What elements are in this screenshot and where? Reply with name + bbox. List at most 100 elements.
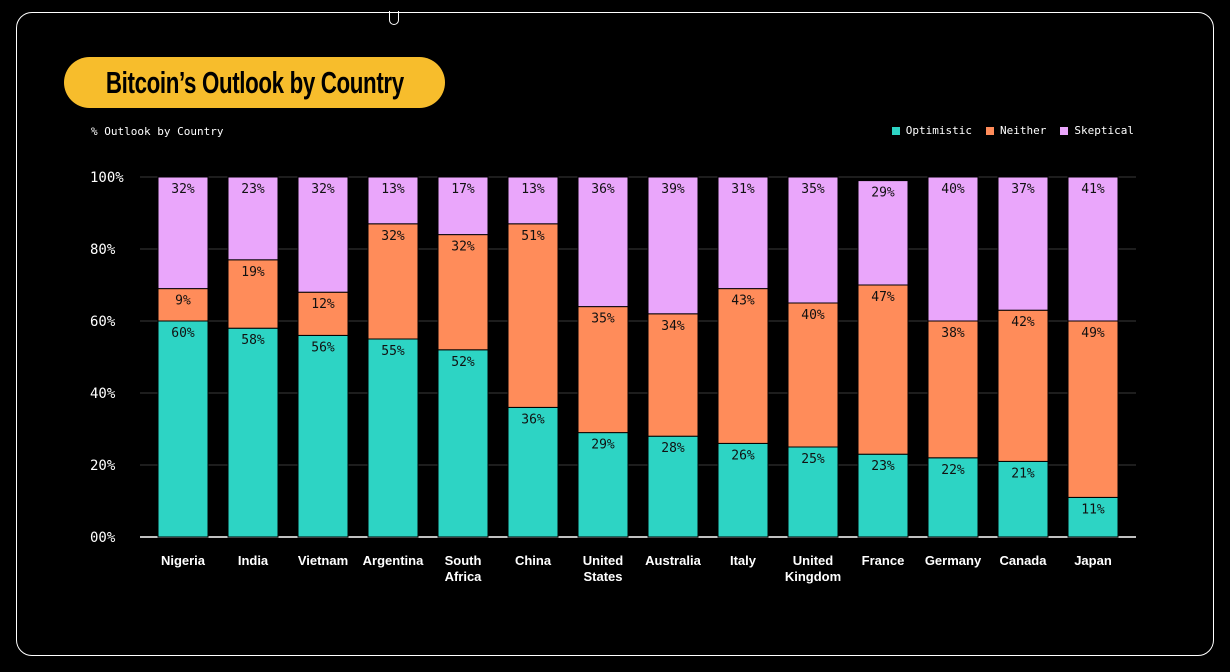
data-label-optimistic: 56% (311, 340, 335, 355)
data-label-skeptical: 35% (801, 182, 825, 197)
bar-segment-skeptical (717, 176, 769, 290)
data-label-optimistic: 23% (871, 459, 895, 474)
x-tick-label: Argentina (363, 553, 424, 568)
data-label-neither: 47% (871, 290, 895, 305)
bar-segment-skeptical (1067, 176, 1119, 322)
x-tick-label: Vietnam (298, 553, 348, 568)
data-label-neither: 43% (731, 294, 755, 309)
bar-segment-neither (787, 302, 839, 448)
bar-segment-neither (227, 259, 279, 329)
chart-legend: Optimistic Neither Skeptical (891, 124, 1134, 137)
bar-segment-skeptical (437, 176, 489, 236)
data-label-skeptical: 40% (941, 182, 965, 197)
y-tick-label: 100% (90, 170, 124, 186)
bar-segment-neither (367, 223, 419, 340)
legend-swatch-neither (986, 126, 995, 135)
bar-segment-neither (297, 291, 349, 336)
data-label-neither: 32% (381, 229, 405, 244)
legend-swatch-skeptical (1060, 126, 1069, 135)
chart-title: Bitcoin’s Outlook by Country (105, 64, 404, 100)
x-tick-label: China (515, 553, 552, 568)
data-label-optimistic: 26% (731, 448, 755, 463)
bar-segment-skeptical (857, 180, 909, 286)
data-label-neither: 42% (1011, 315, 1035, 330)
y-tick-label: 60% (90, 314, 116, 330)
y-tick-label: 40% (90, 386, 116, 402)
data-label-optimistic: 60% (171, 326, 195, 341)
data-label-neither: 12% (311, 297, 335, 312)
bar-segment-neither (507, 223, 559, 408)
data-label-optimistic: 21% (1011, 466, 1035, 481)
legend-item-neither: Neither (986, 124, 1046, 137)
legend-label-skeptical: Skeptical (1074, 124, 1134, 137)
data-label-optimistic: 58% (241, 333, 265, 348)
data-label-optimistic: 28% (661, 441, 685, 456)
data-label-skeptical: 37% (1011, 182, 1035, 197)
legend-label-neither: Neither (1000, 124, 1047, 137)
bar-segment-optimistic (157, 320, 209, 538)
x-tick-label: India (238, 553, 269, 568)
data-label-neither: 35% (591, 312, 615, 327)
data-label-skeptical: 41% (1081, 182, 1105, 197)
data-label-optimistic: 36% (521, 412, 545, 427)
x-tick-label: Italy (730, 553, 757, 568)
data-label-skeptical: 36% (591, 182, 615, 197)
data-label-optimistic: 25% (801, 452, 825, 467)
data-label-skeptical: 13% (381, 182, 405, 197)
data-label-skeptical: 13% (521, 182, 545, 197)
data-label-optimistic: 22% (941, 463, 965, 478)
x-tick-label: Australia (645, 553, 701, 568)
bar-segment-neither (647, 313, 699, 437)
data-label-neither: 19% (241, 265, 265, 280)
x-tick-label: France (862, 553, 905, 568)
legend-item-optimistic: Optimistic (891, 124, 973, 137)
data-label-optimistic: 11% (1081, 502, 1105, 517)
legend-label-optimistic: Optimistic (905, 124, 973, 137)
data-label-skeptical: 32% (311, 182, 335, 197)
card-notch (389, 11, 399, 25)
bar-segment-optimistic (297, 334, 349, 538)
bar-segment-optimistic (507, 406, 559, 538)
bar-segment-neither (717, 288, 769, 444)
data-label-skeptical: 23% (241, 182, 265, 197)
bar-segment-neither (1067, 320, 1119, 498)
bar-segment-skeptical (997, 176, 1049, 311)
x-tick-label: Germany (925, 553, 982, 568)
legend-swatch-optimistic (891, 126, 900, 135)
data-label-optimistic: 52% (451, 355, 475, 370)
bar-segment-skeptical (507, 176, 559, 225)
chart-subtitle: % Outlook by Country (91, 125, 224, 138)
x-tick-label: Japan (1074, 553, 1112, 568)
data-label-optimistic: 55% (381, 344, 405, 359)
bar-segment-skeptical (787, 176, 839, 304)
bar-segment-neither (927, 320, 979, 459)
bar-segment-optimistic (717, 442, 769, 538)
bar-segment-optimistic (577, 432, 629, 538)
data-label-neither: 51% (521, 229, 545, 244)
y-tick-label: 80% (90, 242, 116, 258)
bar-segment-skeptical (227, 176, 279, 261)
x-tick-label: Nigeria (161, 553, 206, 568)
data-label-neither: 38% (941, 326, 965, 341)
bar-segment-optimistic (997, 460, 1049, 538)
bar-segment-skeptical (297, 176, 349, 293)
bar-segment-optimistic (227, 327, 279, 538)
bar-segment-optimistic (437, 349, 489, 538)
chart-title-badge: Bitcoin’s Outlook by Country (64, 57, 445, 108)
data-label-neither: 32% (451, 240, 475, 255)
y-tick-label: 00% (90, 530, 116, 546)
data-label-neither: 40% (801, 308, 825, 323)
data-label-skeptical: 17% (451, 182, 475, 197)
bar-segment-skeptical (367, 176, 419, 225)
bar-segment-skeptical (647, 176, 699, 315)
data-label-neither: 34% (661, 319, 685, 334)
bar-segment-neither (437, 234, 489, 351)
bar-segment-optimistic (927, 457, 979, 538)
bar-segment-skeptical (577, 176, 629, 308)
data-label-skeptical: 32% (171, 182, 195, 197)
data-label-neither: 49% (1081, 326, 1105, 341)
x-tick-label: Canada (1000, 553, 1048, 568)
bar-segment-neither (577, 306, 629, 434)
x-tick-label: United States (583, 553, 624, 584)
